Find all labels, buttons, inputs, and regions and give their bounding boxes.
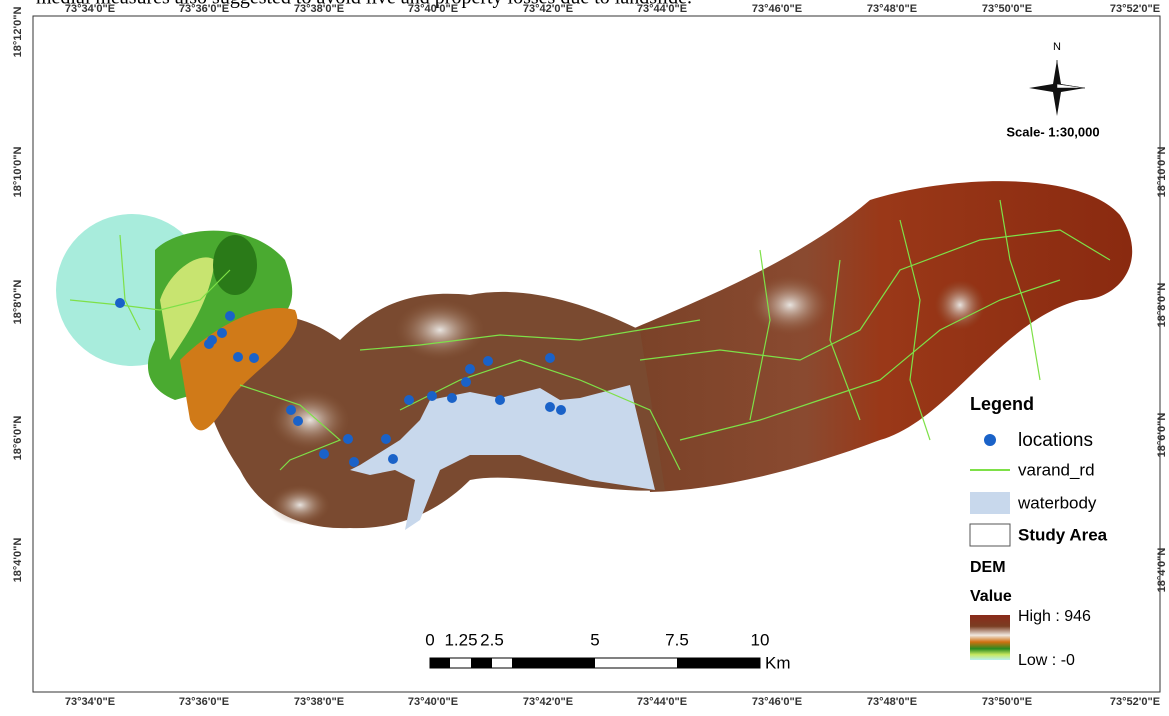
legend-dem: DEM — [970, 559, 1006, 576]
top-coord-label: 73°36'0"E — [179, 3, 229, 15]
bottom-coord-label: 73°40'0"E — [408, 696, 458, 708]
location-point — [286, 405, 296, 415]
bottom-coord-label: 73°48'0"E — [867, 696, 917, 708]
location-point — [545, 402, 555, 412]
legend-item: locations — [1018, 430, 1093, 451]
location-point — [293, 416, 303, 426]
right-coord-label: 18°6'0"N — [1156, 413, 1168, 458]
location-point — [343, 434, 353, 444]
legend: Legend locations varand_rd waterbody Stu… — [970, 394, 1108, 669]
location-point — [404, 395, 414, 405]
legend-swatch — [970, 492, 1010, 514]
location-point — [545, 353, 555, 363]
legend-item: waterbody — [1017, 493, 1097, 512]
top-coord-label: 73°52'0"E — [1110, 3, 1160, 15]
location-point — [249, 353, 259, 363]
location-point — [556, 405, 566, 415]
legend-item: Study Area — [1018, 525, 1108, 544]
location-point — [447, 393, 457, 403]
legend-swatch — [984, 434, 996, 446]
location-point — [495, 395, 505, 405]
right-coord-label: 18°10'0"N — [1156, 147, 1168, 198]
bottom-coord-label: 73°34'0"E — [65, 696, 115, 708]
bottom-coord-label: 73°42'0"E — [523, 696, 573, 708]
location-point — [319, 449, 329, 459]
location-point — [465, 364, 475, 374]
scale-bar-label: 1.25 — [444, 630, 477, 649]
right-coord-label: 18°4'0"N — [1156, 548, 1168, 593]
scale-bar-label: 7.5 — [665, 630, 689, 649]
bottom-coord-label: 73°38'0"E — [294, 696, 344, 708]
scale-bar-label: 2.5 — [480, 630, 504, 649]
location-point — [381, 434, 391, 444]
location-point — [233, 352, 243, 362]
bottom-coord-label: 73°44'0"E — [637, 696, 687, 708]
top-coord-label: 73°42'0"E — [523, 3, 573, 15]
legend-title: Legend — [970, 394, 1034, 414]
left-coord-label: 18°10'0"N — [12, 147, 24, 198]
top-coord-label: 73°34'0"E — [65, 3, 115, 15]
page: medial measures also suggested to avoid … — [0, 0, 1169, 711]
legend-high: High : 946 — [1018, 608, 1091, 625]
legend-item: varand_rd — [1018, 460, 1095, 479]
scale-bar-label: 10 — [751, 630, 770, 649]
top-coord-label: 73°38'0"E — [294, 3, 344, 15]
left-coord-label: 18°6'0"N — [12, 416, 24, 461]
north-arrow — [1029, 60, 1085, 116]
bottom-coord-label: 73°36'0"E — [179, 696, 229, 708]
map: medial measures also suggested to avoid … — [0, 0, 1169, 711]
location-point — [483, 356, 493, 366]
location-point — [115, 298, 125, 308]
top-coord-label: 73°50'0"E — [982, 3, 1032, 15]
location-point — [217, 328, 227, 338]
location-point — [225, 311, 235, 321]
left-coord-label: 18°12'0"N — [12, 7, 24, 58]
bottom-coord-label: 73°46'0"E — [752, 696, 802, 708]
scale-bar-unit: Km — [765, 653, 791, 672]
bottom-coord-label: 73°52'0"E — [1110, 696, 1160, 708]
top-coord-label: 73°44'0"E — [637, 3, 687, 15]
bottom-coord-label: 73°50'0"E — [982, 696, 1032, 708]
scale-text: Scale- 1:30,000 — [1006, 124, 1099, 139]
scale-bar-label: 5 — [590, 630, 599, 649]
location-point — [388, 454, 398, 464]
legend-dem-ramp — [970, 615, 1010, 660]
location-point — [204, 339, 214, 349]
left-coord-label: 18°4'0"N — [12, 538, 24, 583]
legend-swatch — [970, 524, 1010, 546]
top-coord-label: 73°40'0"E — [408, 3, 458, 15]
location-point — [349, 457, 359, 467]
top-coord-label: 73°46'0"E — [752, 3, 802, 15]
right-coord-label: 18°8'0"N — [1156, 283, 1168, 328]
north-label: N — [1053, 41, 1061, 53]
top-coord-label: 73°48'0"E — [867, 3, 917, 15]
location-point — [427, 391, 437, 401]
header-text: medial measures also suggested to avoid … — [36, 0, 692, 9]
legend-value: Value — [970, 588, 1012, 605]
location-point — [461, 377, 471, 387]
legend-low: Low : -0 — [1018, 652, 1075, 669]
left-coord-label: 18°8'0"N — [12, 280, 24, 325]
scale-bar-label: 0 — [425, 630, 434, 649]
